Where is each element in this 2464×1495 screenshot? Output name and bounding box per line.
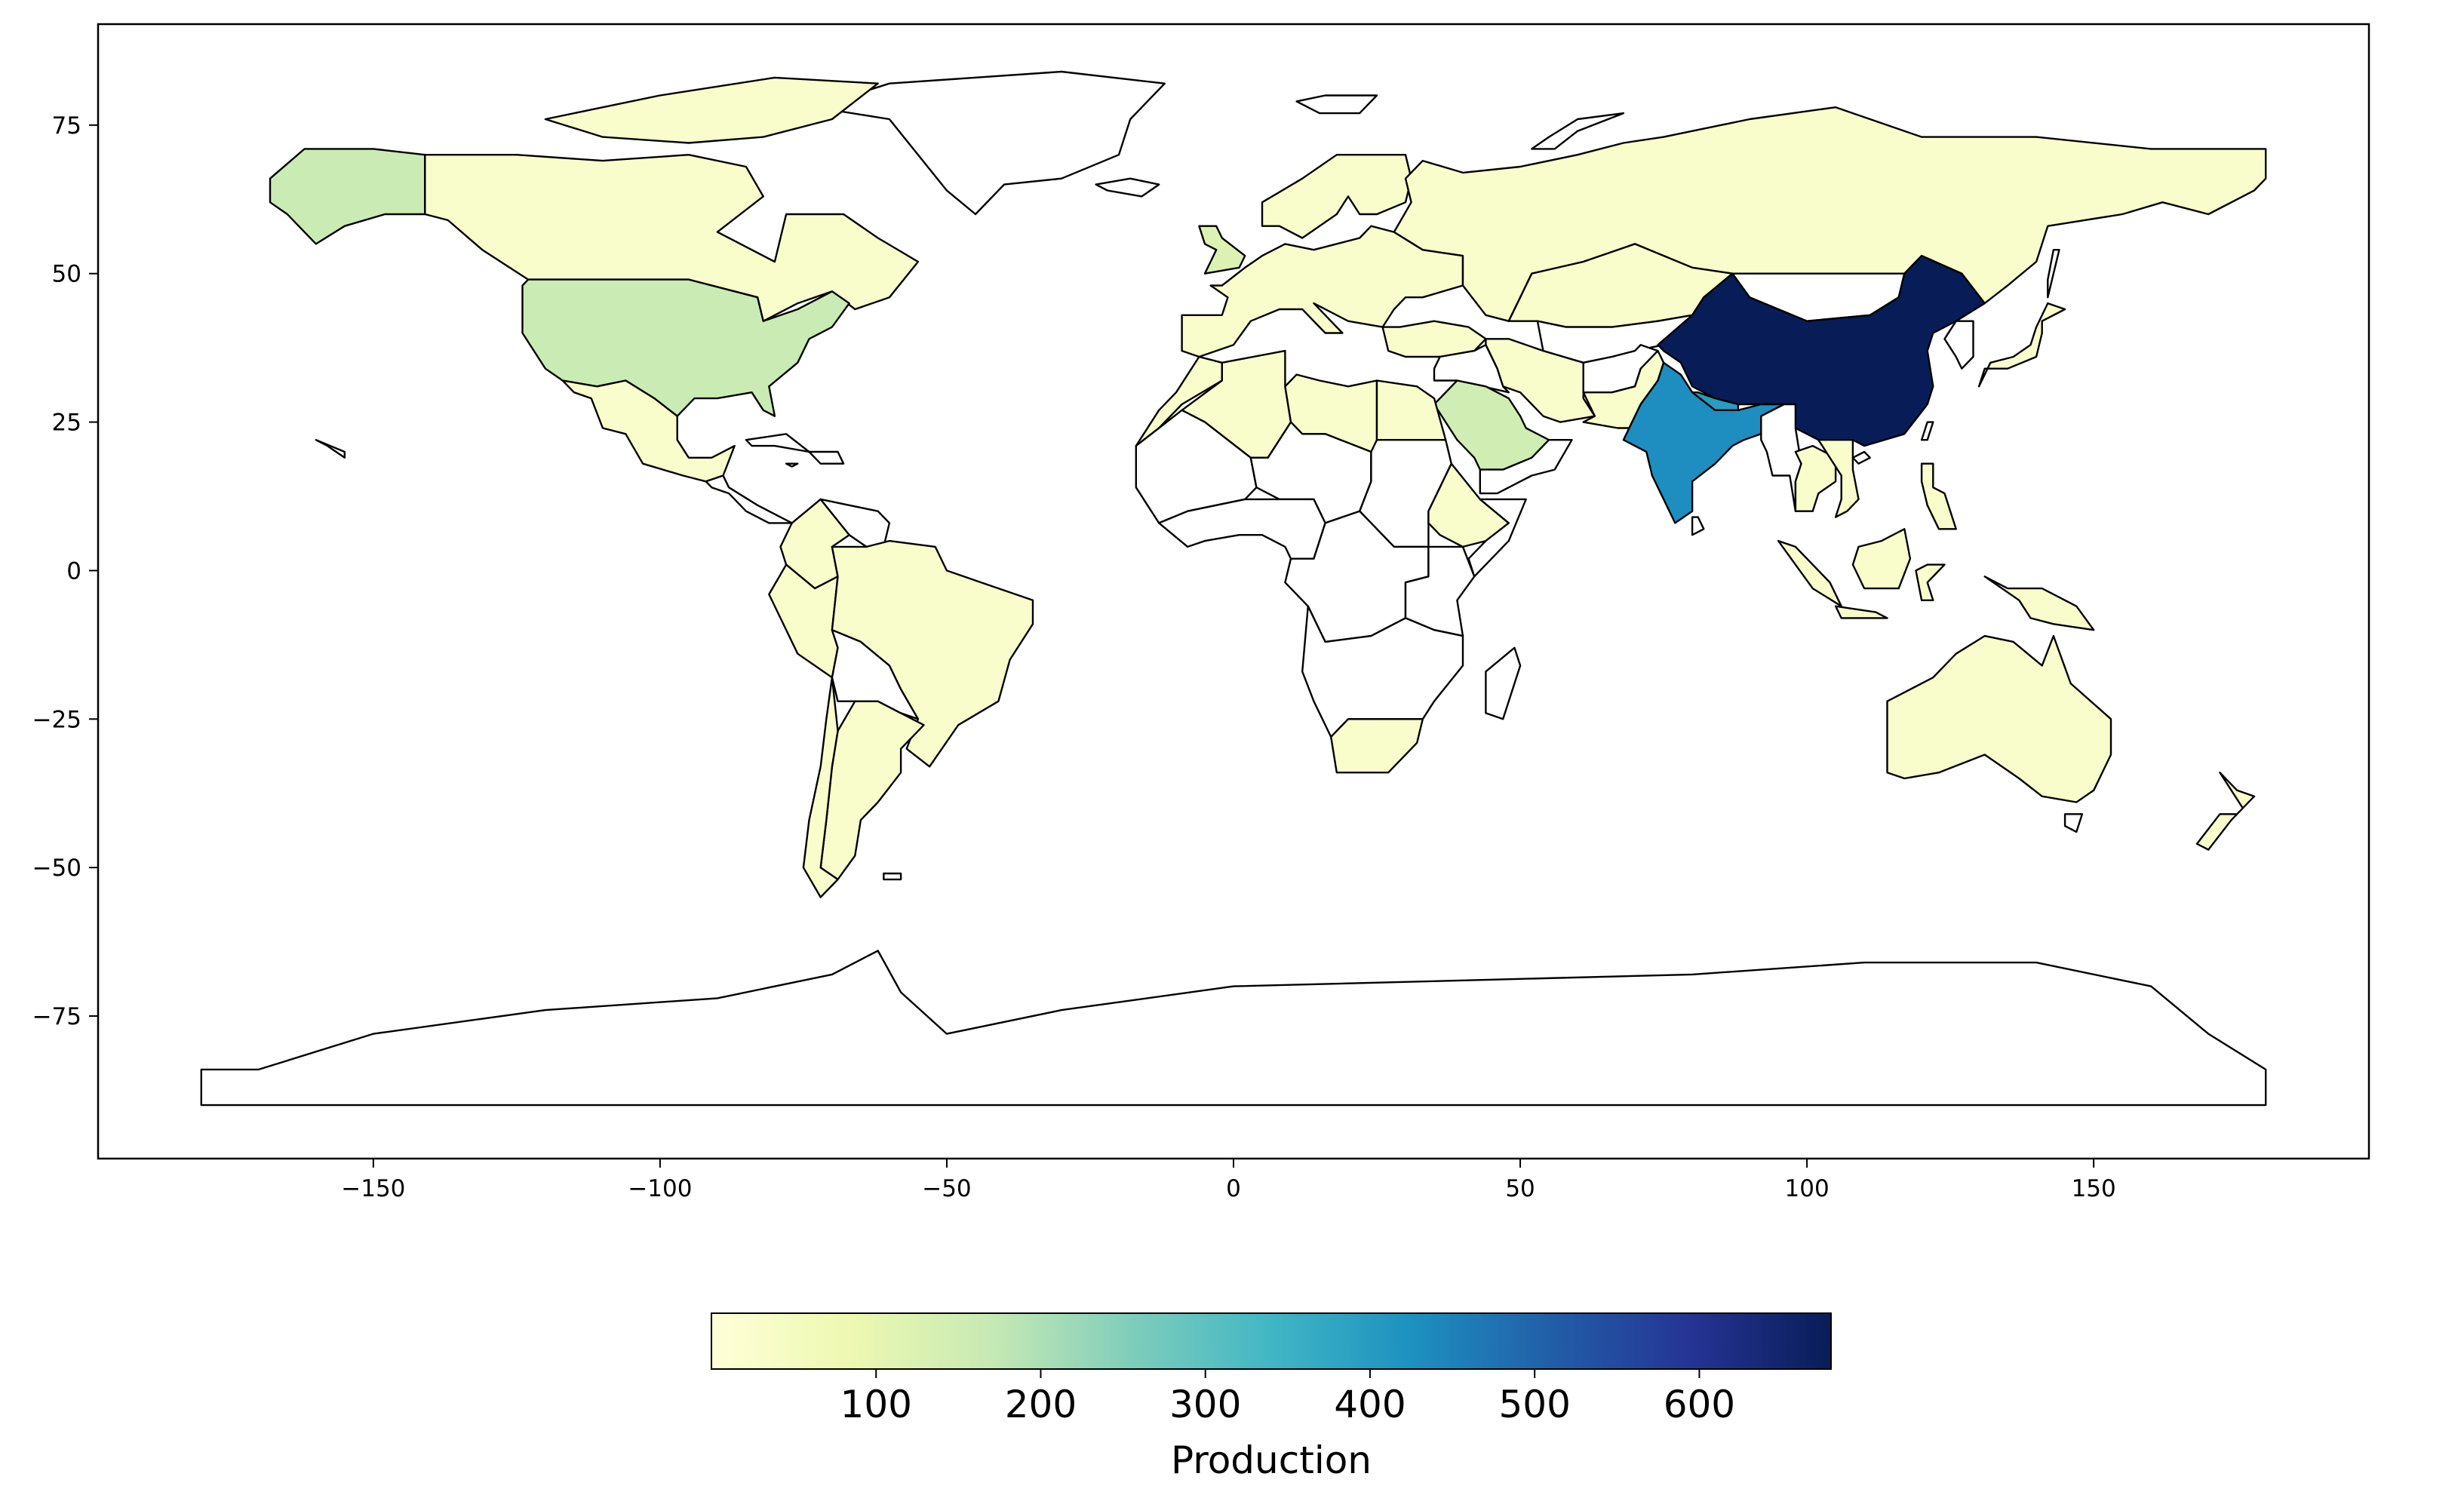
country-thailand bbox=[1794, 444, 1837, 512]
country-indonesia bbox=[1851, 528, 1912, 590]
country-europe bbox=[1181, 225, 1464, 358]
colorbar-tick-label: 600 bbox=[1664, 1383, 1735, 1426]
colorbar-tick-label: 100 bbox=[840, 1383, 912, 1426]
country-japan bbox=[1977, 302, 2066, 388]
country-tasmania bbox=[2063, 813, 2084, 833]
colorbar-gradient bbox=[711, 1312, 1832, 1370]
country-nepal bbox=[1691, 391, 1740, 411]
country-arabia-south bbox=[1479, 439, 1573, 495]
x-tick-label: 0 bbox=[1226, 1175, 1241, 1202]
country-hawaii bbox=[315, 439, 346, 459]
colorbar: 100 200 300 400 500 600 Production bbox=[711, 1312, 1832, 1482]
country-scandinavia bbox=[1261, 154, 1412, 239]
colorbar-tick-label: 300 bbox=[1169, 1383, 1241, 1426]
country-sri-lanka bbox=[1691, 516, 1705, 536]
country-southern-africa bbox=[1301, 605, 1464, 738]
country-greenland bbox=[813, 70, 1166, 216]
country-iceland bbox=[1095, 177, 1160, 198]
country-west-africa bbox=[1135, 409, 1258, 524]
country-south-africa bbox=[1330, 718, 1424, 774]
country-caribbean bbox=[745, 433, 810, 453]
y-tick-label: 0 bbox=[66, 557, 81, 585]
y-axis-ticks: 75 50 25 0 −25 −50 −75 bbox=[32, 112, 98, 1030]
country-ethiopia bbox=[1427, 462, 1510, 548]
y-tick-label: 25 bbox=[52, 410, 81, 437]
country-vietnam bbox=[1817, 439, 1860, 518]
country-new-zealand bbox=[2195, 772, 2256, 851]
country-korea bbox=[1943, 320, 1974, 370]
map-layer bbox=[200, 70, 2267, 1107]
country-papua-new-guinea bbox=[1983, 576, 2095, 631]
x-tick-label: −150 bbox=[341, 1175, 405, 1202]
country-caribbean bbox=[808, 450, 845, 465]
y-tick-label: −75 bbox=[32, 1003, 81, 1030]
x-tick-label: −100 bbox=[628, 1175, 692, 1202]
y-tick-label: 75 bbox=[52, 112, 81, 140]
country-sakhalin bbox=[2047, 249, 2060, 299]
country-cuba-jamaica bbox=[785, 462, 799, 468]
country-falklands bbox=[883, 872, 902, 881]
x-axis-ticks: −150 −100 −50 0 50 100 150 bbox=[341, 1159, 2116, 1202]
country-svalbard bbox=[1295, 94, 1378, 115]
country-madagascar bbox=[1485, 646, 1522, 720]
country-united-kingdom bbox=[1198, 225, 1246, 275]
y-tick-label: 50 bbox=[52, 261, 81, 288]
x-tick-label: 100 bbox=[1785, 1175, 1830, 1202]
country-indonesia bbox=[1915, 563, 1946, 601]
country-hainan bbox=[1851, 450, 1871, 465]
country-antarctica bbox=[200, 950, 2267, 1107]
x-tick-label: 50 bbox=[1505, 1175, 1535, 1202]
country-alaska bbox=[269, 148, 426, 245]
colorbar-tick-label: 200 bbox=[1005, 1383, 1077, 1426]
colorbar-ticks: 100 200 300 400 500 600 bbox=[840, 1369, 1735, 1426]
country-egypt bbox=[1375, 379, 1447, 441]
country-mexico bbox=[561, 379, 736, 483]
x-tick-label: 150 bbox=[2072, 1175, 2116, 1202]
country-indonesia bbox=[1834, 605, 1888, 619]
country-canada bbox=[544, 76, 879, 144]
colorbar-label: Production bbox=[1171, 1438, 1372, 1482]
y-tick-label: −25 bbox=[32, 706, 81, 733]
colorbar-tick-label: 400 bbox=[1334, 1383, 1406, 1426]
country-chile bbox=[802, 677, 839, 898]
country-australia bbox=[1886, 634, 2112, 803]
country-novaya-zemlya bbox=[1531, 112, 1625, 150]
country-indonesia bbox=[1777, 539, 1842, 607]
country-middle-east bbox=[1433, 344, 1510, 394]
colorbar-tick-label: 500 bbox=[1498, 1383, 1570, 1426]
country-turkey bbox=[1381, 320, 1487, 358]
y-tick-label: −50 bbox=[32, 855, 81, 882]
country-bolivia-paraguay bbox=[831, 629, 920, 720]
x-tick-label: −50 bbox=[922, 1175, 971, 1202]
country-philippines bbox=[1920, 462, 1957, 530]
country-taiwan bbox=[1920, 421, 1934, 441]
